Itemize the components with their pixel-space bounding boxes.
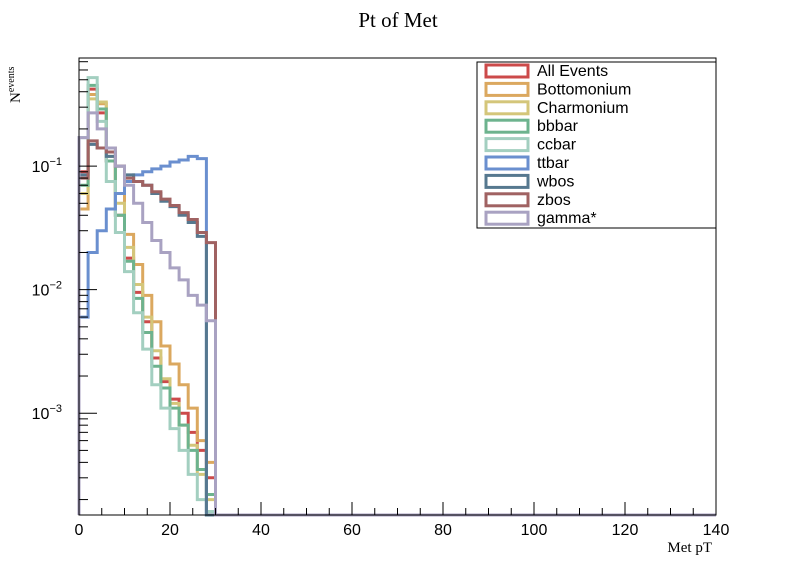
series-line-gamma- [77,111,716,517]
legend-entry-bottomonium: Bottomonium [484,81,631,98]
legend-swatch [484,63,530,79]
legend-label: Charmonium [537,100,629,117]
legend-label: All Events [537,63,608,80]
y-axis: 10−1 10−2 10−3 [32,61,97,501]
legend-entry-charmonium: Charmonium [484,100,629,117]
legend-label: ccbar [537,137,577,154]
series-layer [77,76,716,517]
x-tick-label: 0 [75,522,84,539]
legend-entry-wbos: wbos [484,173,574,190]
y-tick-label: 10−1 [32,156,62,176]
series-line-bottomonium [77,92,716,517]
x-tick-label: 40 [252,522,270,539]
x-tick-label: 80 [434,522,452,539]
x-axis: 0 20 40 60 80 100 120 140 [75,502,730,539]
legend-swatch [484,155,530,171]
legend-box [476,61,717,229]
y-axis-label-main: N [8,92,24,103]
legend-swatch [484,81,530,97]
x-tick-label: 140 [703,522,730,539]
x-tick-label: 60 [343,522,361,539]
legend-swatch [484,118,530,134]
series-line-zbos [77,139,716,517]
legend-label: Bottomonium [537,81,631,98]
legend-entry-zbos: zbos [484,192,571,209]
legend-entry-gamma-: gamma* [484,210,597,227]
series-line-ttbar [77,154,716,517]
legend-label: ttbar [537,155,570,172]
legend-entry-bbbar: bbbar [484,118,579,135]
legend-entry-all-events: All Events [484,63,608,80]
x-tick-label: 100 [521,522,548,539]
chart-title: Pt of Met [358,8,438,32]
legend-swatch [484,173,530,189]
legend-entry-ccbar: ccbar [484,137,577,154]
legend-swatch [484,210,530,226]
legend-label: zbos [537,192,571,209]
legend-entry-ttbar: ttbar [484,155,570,172]
legend-swatch [484,192,530,208]
legend-label: wbos [536,173,574,190]
legend-label: gamma* [537,210,597,227]
x-tick-label: 120 [612,522,639,539]
y-axis-label: Nevents [6,67,24,103]
x-axis-label: Met pT [667,540,712,556]
y-tick-label: 10−3 [32,403,62,423]
y-axis-label-sub: events [6,67,17,93]
series-line-ccbar [77,76,716,517]
legend-swatch [484,137,530,153]
legend-swatch [484,100,530,116]
legend-label: bbbar [537,118,579,135]
x-tick-label: 20 [161,522,179,539]
series-line-bbbar [77,83,716,517]
y-tick-label: 10−2 [32,280,62,300]
